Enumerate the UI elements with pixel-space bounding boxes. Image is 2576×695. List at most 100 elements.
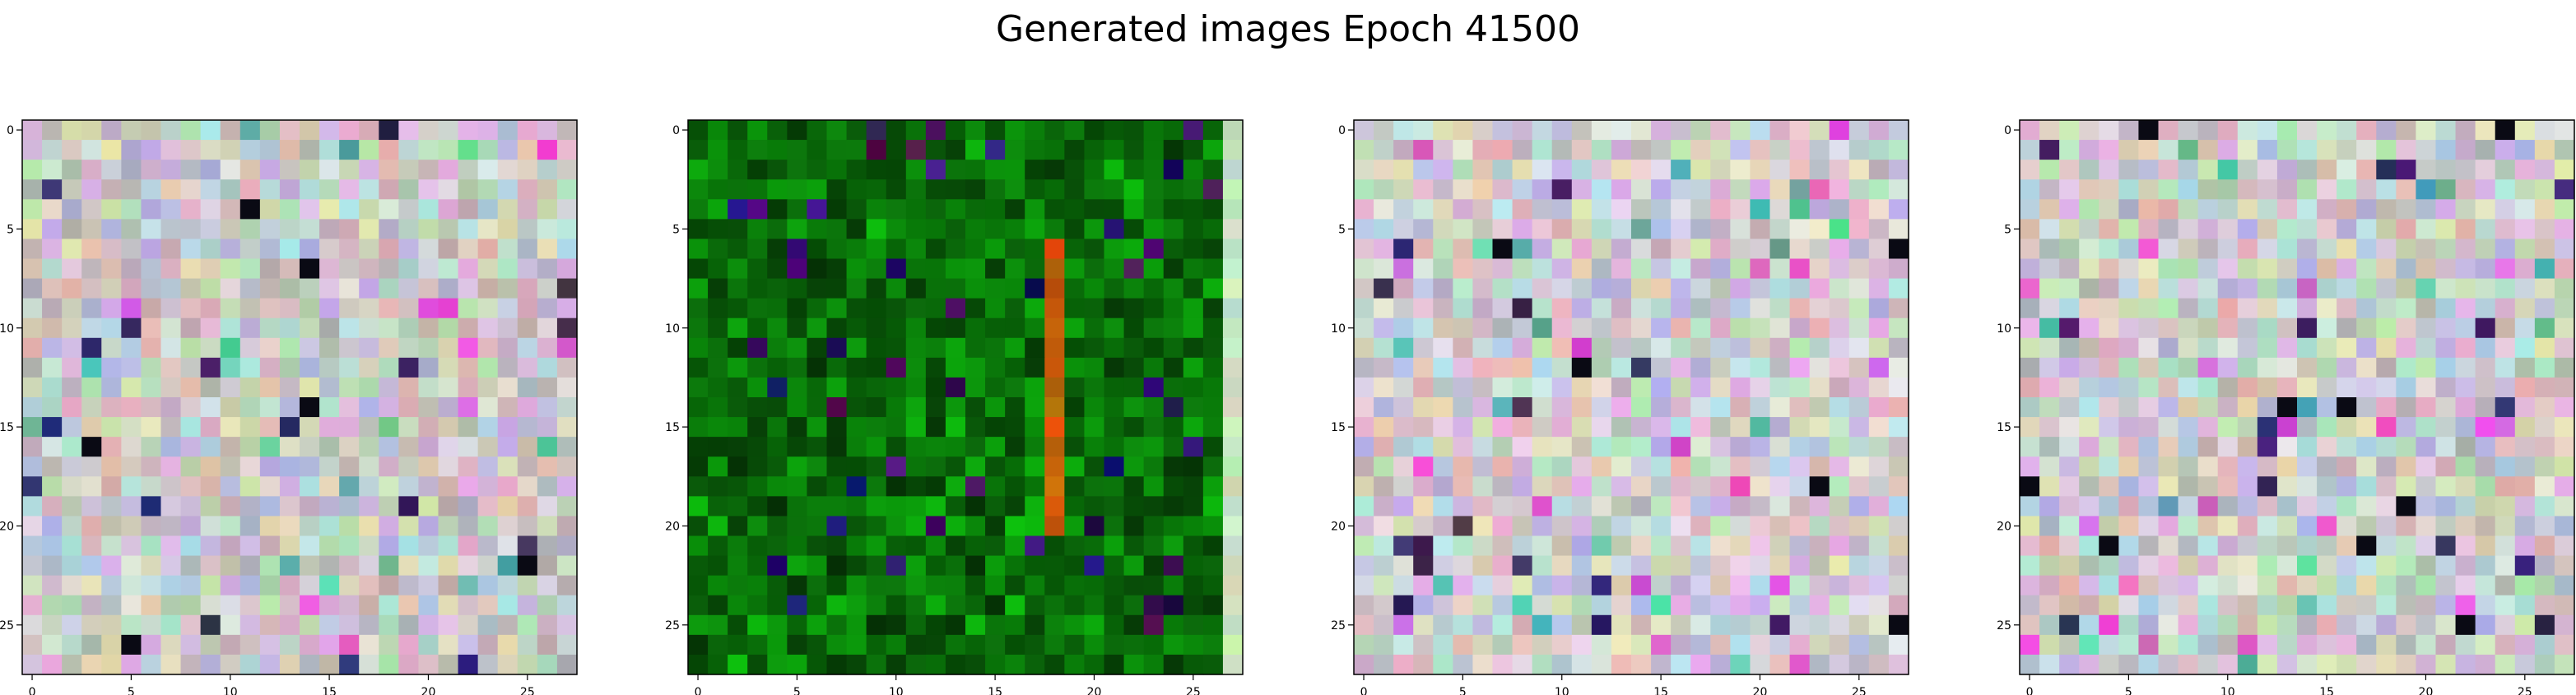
pixel-cell	[42, 160, 63, 180]
pixel-cell	[1868, 357, 1890, 378]
pixel-cell	[1750, 417, 1771, 438]
pixel-cell	[319, 634, 340, 656]
pixel-cell	[1413, 160, 1434, 180]
pixel-cell	[1064, 219, 1086, 240]
pixel-cell	[1413, 555, 1434, 577]
pixel-cell	[1611, 614, 1632, 636]
pixel-cell	[239, 397, 261, 418]
pixel-cell	[2099, 140, 2119, 160]
pixel-cell	[1710, 357, 1731, 378]
pixel-cell	[42, 317, 63, 339]
pixel-cell	[537, 476, 558, 497]
pixel-cell	[688, 555, 709, 577]
pixel-cell	[925, 456, 946, 477]
pixel-cell	[1551, 239, 1573, 260]
pixel-cell	[319, 654, 340, 675]
pixel-cell	[1868, 634, 1890, 656]
pixel-cell	[2138, 437, 2160, 457]
pixel-cell	[2020, 120, 2040, 141]
pixel-cell	[2554, 595, 2575, 616]
pixel-cell	[1025, 199, 1045, 220]
pixel-cell	[379, 357, 399, 378]
pixel-cell	[1084, 397, 1105, 418]
pixel-cell	[767, 317, 788, 339]
pixel-cell	[1611, 120, 1632, 141]
pixel-cell	[886, 417, 907, 438]
x-tick-label: 0	[1360, 686, 1368, 695]
pixel-cell	[1512, 199, 1533, 220]
pixel-cell	[160, 516, 182, 537]
pixel-cell	[1044, 417, 1065, 438]
pixel-cell	[925, 535, 946, 557]
pixel-cell	[1064, 397, 1086, 418]
pixel-cell	[2178, 298, 2199, 319]
pixel-cell	[2257, 634, 2278, 656]
pixel-cell	[1044, 357, 1065, 378]
pixel-cell	[62, 456, 82, 477]
pixel-cell	[1433, 614, 1453, 636]
pixel-cell	[477, 179, 499, 200]
pixel-cell	[1671, 654, 1691, 675]
pixel-cell	[180, 476, 202, 497]
pixel-cell	[2237, 516, 2258, 537]
pixel-cell	[1202, 614, 1224, 636]
pixel-cell	[1104, 140, 1125, 160]
pixel-cell	[747, 555, 768, 577]
pixel-cell	[1453, 317, 1474, 339]
pixel-cell	[2514, 397, 2536, 418]
pixel-cell	[2276, 555, 2298, 577]
pixel-cell	[1492, 179, 1514, 200]
pixel-cell	[1789, 120, 1811, 141]
pixel-cell	[81, 496, 102, 517]
pixel-cell	[767, 535, 788, 557]
pixel-cell	[1631, 337, 1652, 359]
pixel-cell	[2039, 437, 2060, 457]
pixel-cell	[300, 278, 320, 299]
pixel-cell	[160, 239, 182, 260]
pixel-cell	[1222, 614, 1244, 636]
pixel-cell	[1809, 140, 1830, 160]
pixel-cell	[279, 614, 300, 636]
pixel-cell	[985, 575, 1006, 596]
pixel-cell	[1413, 278, 1434, 299]
pixel-cell	[688, 120, 709, 141]
pixel-cell	[708, 357, 728, 378]
pixel-cell	[2059, 120, 2080, 141]
pixel-cell	[787, 298, 808, 319]
pixel-cell	[1532, 239, 1553, 260]
pixel-cell	[2257, 377, 2278, 398]
pixel-cell	[1532, 654, 1553, 675]
pixel-cell	[728, 357, 748, 378]
pixel-cell	[2059, 140, 2080, 160]
pixel-cell	[220, 516, 241, 537]
pixel-cell	[1512, 239, 1533, 260]
pixel-cell	[1848, 614, 1870, 636]
pixel-cell	[1671, 278, 1691, 299]
pixel-cell	[2059, 239, 2080, 260]
pixel-cell	[259, 614, 281, 636]
pixel-cell	[239, 160, 261, 180]
pixel-cell	[2158, 357, 2179, 378]
pixel-cell	[1202, 476, 1224, 497]
pixel-cell	[1730, 179, 1751, 200]
pixel-cell	[1163, 614, 1184, 636]
pixel-cell	[1183, 199, 1204, 220]
pixel-cell	[458, 179, 479, 200]
pixel-cell	[458, 239, 479, 260]
pixel-cell	[279, 437, 300, 457]
pixel-cell	[22, 160, 43, 180]
pixel-cell	[1551, 278, 1573, 299]
pixel-cell	[1671, 258, 1691, 280]
pixel-cell	[1183, 654, 1204, 675]
pixel-cell	[1472, 535, 1494, 557]
pixel-cell	[1354, 140, 1374, 160]
pixel-cell	[1809, 120, 1830, 141]
pixel-cell	[807, 437, 828, 457]
pixel-cell	[1591, 239, 1612, 260]
pixel-cell	[379, 199, 399, 220]
pixel-cell	[517, 160, 538, 180]
pixel-cell	[1730, 219, 1751, 240]
pixel-cell	[1123, 337, 1145, 359]
pixel-cell	[1631, 417, 1652, 438]
pixel-cell	[438, 258, 459, 280]
